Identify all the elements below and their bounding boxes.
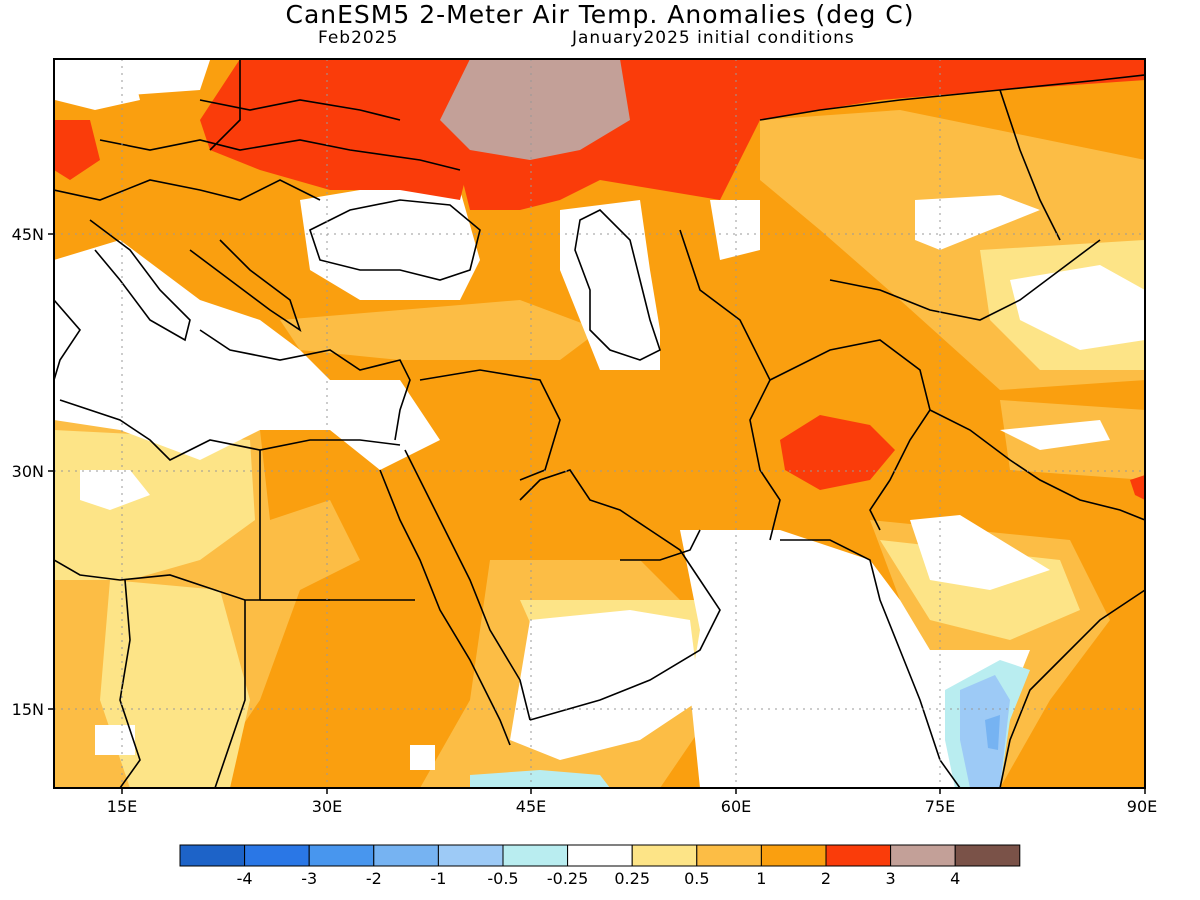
colorbar-swatch: [437, 844, 504, 867]
lat-label: 30N: [12, 462, 44, 481]
colorbar-label: -1: [430, 869, 446, 888]
graticule: [54, 59, 1145, 788]
colorbar-label: 0.5: [684, 869, 709, 888]
colorbar-label: 2: [821, 869, 831, 888]
initial-conditions: January2025 initial conditions: [572, 28, 855, 48]
lon-label: 15E: [107, 797, 137, 816]
colorbar: -4 -3 -2 -1 -0.5 -0.25 0.25 0.5 1 2 3 4: [179, 844, 1021, 888]
lon-label: 60E: [721, 797, 751, 816]
colorbar-label: -0.25: [547, 869, 588, 888]
colorbar-swatch: [308, 844, 375, 867]
lon-label: 45E: [516, 797, 546, 816]
colorbar-label: 1: [756, 869, 766, 888]
colorbar-label: -2: [366, 869, 382, 888]
colorbar-swatch: [696, 844, 762, 867]
coastlines: [54, 60, 1145, 788]
colorbar-swatch: [760, 844, 827, 867]
colorbar-label: -0.5: [487, 869, 518, 888]
map-title: CanESM5 2-Meter Air Temp. Anomalies (deg…: [285, 0, 915, 29]
colorbar-swatch: [244, 844, 310, 867]
colorbar-swatch: [890, 844, 956, 867]
lat-label: 45N: [12, 225, 44, 244]
colorbar-swatch: [179, 844, 246, 867]
valid-month: Feb2025: [318, 28, 399, 48]
lon-label: 90E: [1127, 797, 1157, 816]
colorbar-swatch: [373, 844, 439, 867]
anomaly-field: [54, 59, 1145, 788]
map-frame: [53, 58, 1146, 789]
colorbar-swatch: [825, 844, 892, 867]
colorbar-swatch: [631, 844, 698, 867]
colorbar-label: -3: [301, 869, 317, 888]
colorbar-swatch: [954, 844, 1021, 867]
colorbar-label: 3: [886, 869, 896, 888]
lon-label: 75E: [925, 797, 955, 816]
lat-label: 15N: [12, 700, 44, 719]
colorbar-swatch: [502, 844, 569, 867]
colorbar-swatch: [567, 844, 633, 867]
lon-label: 30E: [312, 797, 342, 816]
colorbar-label: 0.25: [614, 869, 650, 888]
colorbar-label: 4: [950, 869, 960, 888]
colorbar-label: -4: [237, 869, 253, 888]
